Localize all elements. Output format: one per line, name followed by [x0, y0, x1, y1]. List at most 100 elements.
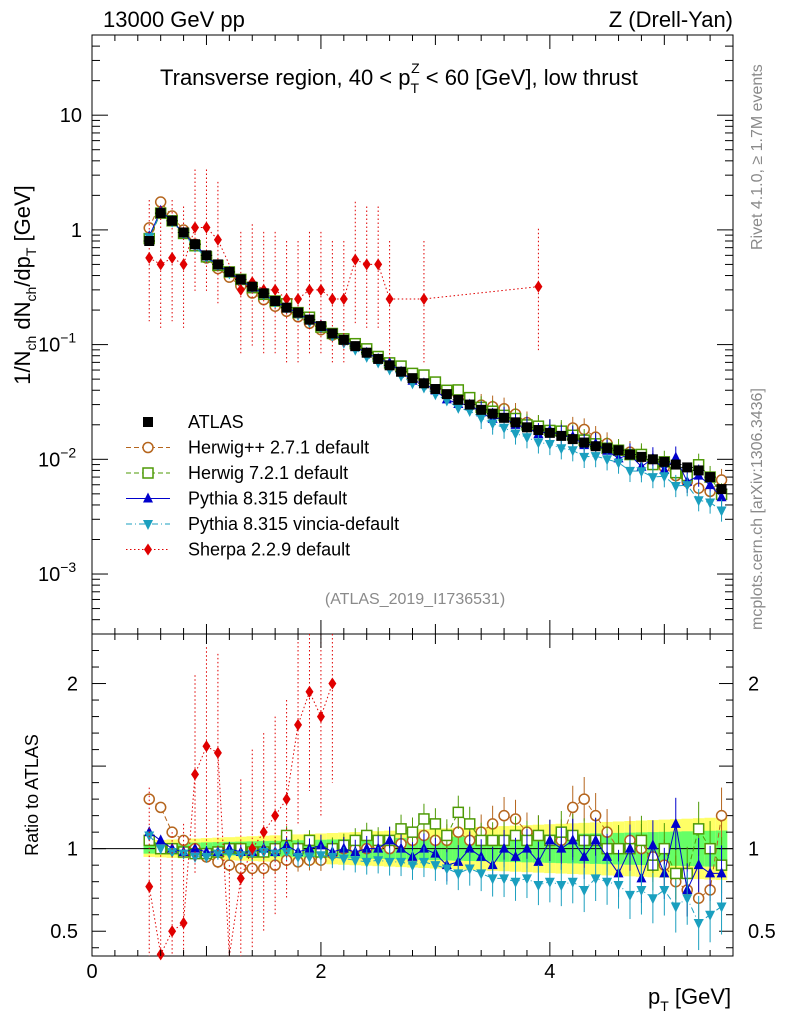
ratio-marker-herwig7 — [532, 829, 545, 842]
legend-label-vincia: Pythia 8.315 vincia-default — [188, 514, 399, 534]
atlas-point — [533, 425, 544, 436]
atlas-point — [247, 281, 258, 292]
marker-vincia — [487, 419, 498, 430]
ratio-marker-vincia — [270, 849, 281, 860]
ratio-marker-sherpa — [202, 740, 211, 753]
ratio-marker-vincia — [567, 877, 578, 888]
ratio-marker-vincia — [693, 918, 704, 929]
atlas-point — [167, 215, 178, 226]
ratio-marker-vincia — [361, 857, 372, 868]
ratio-marker-vincia — [499, 874, 510, 885]
marker-vincia — [499, 423, 510, 434]
ratio-marker-vincia — [258, 847, 269, 858]
y-tick-label: 10−3 — [38, 559, 76, 586]
ratio-marker-herwig7 — [418, 813, 430, 825]
marker-vincia — [613, 458, 624, 469]
ratio-marker-herwigpp — [257, 862, 270, 875]
ratio-marker-sherpa — [271, 809, 280, 822]
ratio-marker-vincia — [155, 844, 166, 855]
xlabel-unit: [GeV] — [669, 984, 731, 1009]
atlas-point — [396, 366, 407, 377]
atlas-point — [315, 321, 326, 332]
atlas-point — [579, 437, 590, 448]
ratio-marker-vincia — [659, 885, 670, 896]
marker-vincia — [510, 429, 521, 440]
ratio-marker-pythia — [647, 839, 658, 850]
ratio-marker-pythia — [624, 842, 635, 853]
ratio-marker-vincia — [521, 874, 532, 885]
atlas-point — [304, 314, 315, 325]
plot-title: Transverse region, 40 < pTZ < 60 [GeV], … — [160, 60, 638, 96]
atlas-point — [258, 288, 269, 299]
legend-label-pythia: Pythia 8.315 default — [188, 489, 347, 509]
atlas-point — [659, 456, 670, 467]
ratio-marker-herwig7 — [692, 823, 705, 835]
marker-sherpa — [271, 283, 280, 296]
atlas-point — [487, 408, 498, 419]
ratio-marker-vincia — [338, 854, 349, 865]
ylabel-g: [GeV] — [10, 185, 35, 247]
ratio-marker-vincia — [350, 856, 361, 867]
legend-marker-sherpa — [144, 543, 152, 556]
marker-pythia — [670, 451, 681, 462]
ylabel-d: ch — [23, 287, 39, 302]
legend-label-sherpa: Sherpa 2.2.9 default — [188, 540, 350, 560]
ratio-marker-sherpa — [168, 925, 177, 938]
atlas-point — [441, 389, 452, 400]
ratio-marker-vincia — [373, 856, 384, 867]
ratio-marker-vincia — [579, 885, 590, 896]
x-axis-label: pT [GeV] — [648, 984, 731, 1014]
title-sup: Z — [411, 60, 420, 76]
marker-sherpa — [213, 233, 222, 246]
atlas-point — [556, 430, 567, 441]
atlas-point — [350, 341, 361, 352]
atlas-point — [544, 427, 555, 438]
marker-sherpa — [385, 292, 394, 305]
ratio-marker-herwig7 — [406, 826, 419, 838]
legend-marker-herwigpp — [142, 441, 154, 454]
y-axis-label: 1/Nch dNch/dpT [GeV] — [10, 185, 39, 385]
title-pre: Transverse region, 40 < p — [160, 65, 411, 90]
ratio-y-tick-label-right: 0.5 — [748, 921, 776, 943]
ratio-marker-vincia — [304, 852, 315, 863]
marker-vincia — [590, 452, 601, 463]
marker-vincia — [647, 473, 658, 484]
marker-sherpa — [374, 258, 383, 271]
ylabel-a: 1/N — [10, 351, 35, 385]
atlas-point — [624, 449, 635, 460]
ylabel-e: /dp — [10, 256, 35, 287]
ratio-marker-vincia — [487, 874, 498, 885]
x-tick-label: 4 — [544, 961, 555, 983]
atlas-point — [327, 328, 338, 339]
ratio-marker-herwig7 — [441, 829, 453, 842]
x-tick-label: 0 — [86, 961, 97, 983]
ratio-marker-sherpa — [316, 710, 325, 723]
main-panel — [91, 34, 734, 635]
legend-label-herwig7: Herwig 7.2.1 default — [188, 463, 348, 483]
ratio-marker-vincia — [384, 857, 395, 868]
marker-vincia — [705, 498, 716, 509]
marker-sherpa — [236, 283, 245, 296]
atlas-point — [418, 378, 429, 389]
y-tick-label: 10−1 — [38, 330, 76, 357]
header-right: Z (Drell-Yan) — [609, 7, 733, 32]
marker-vincia — [556, 444, 567, 455]
atlas-point — [682, 462, 693, 473]
atlas-point — [373, 353, 384, 364]
atlas-point — [602, 443, 613, 454]
ratio-marker-vincia — [476, 869, 487, 880]
ratio-marker-pythia — [567, 834, 578, 845]
ratio-marker-pythia — [396, 842, 407, 853]
ratio-marker-vincia — [613, 880, 624, 891]
atlas-point — [647, 454, 658, 465]
xlabel-sub: T — [660, 998, 669, 1014]
ratio-marker-herwig7 — [635, 834, 648, 847]
legend-label-atlas: ATLAS — [188, 412, 244, 432]
atlas-point — [613, 445, 624, 456]
atlas-point — [670, 459, 681, 470]
ratio-marker-vincia — [716, 902, 727, 913]
ratio-marker-herwigpp — [498, 809, 510, 822]
ratio-marker-herwig7 — [463, 818, 476, 830]
ratio-marker-vincia — [418, 857, 429, 868]
